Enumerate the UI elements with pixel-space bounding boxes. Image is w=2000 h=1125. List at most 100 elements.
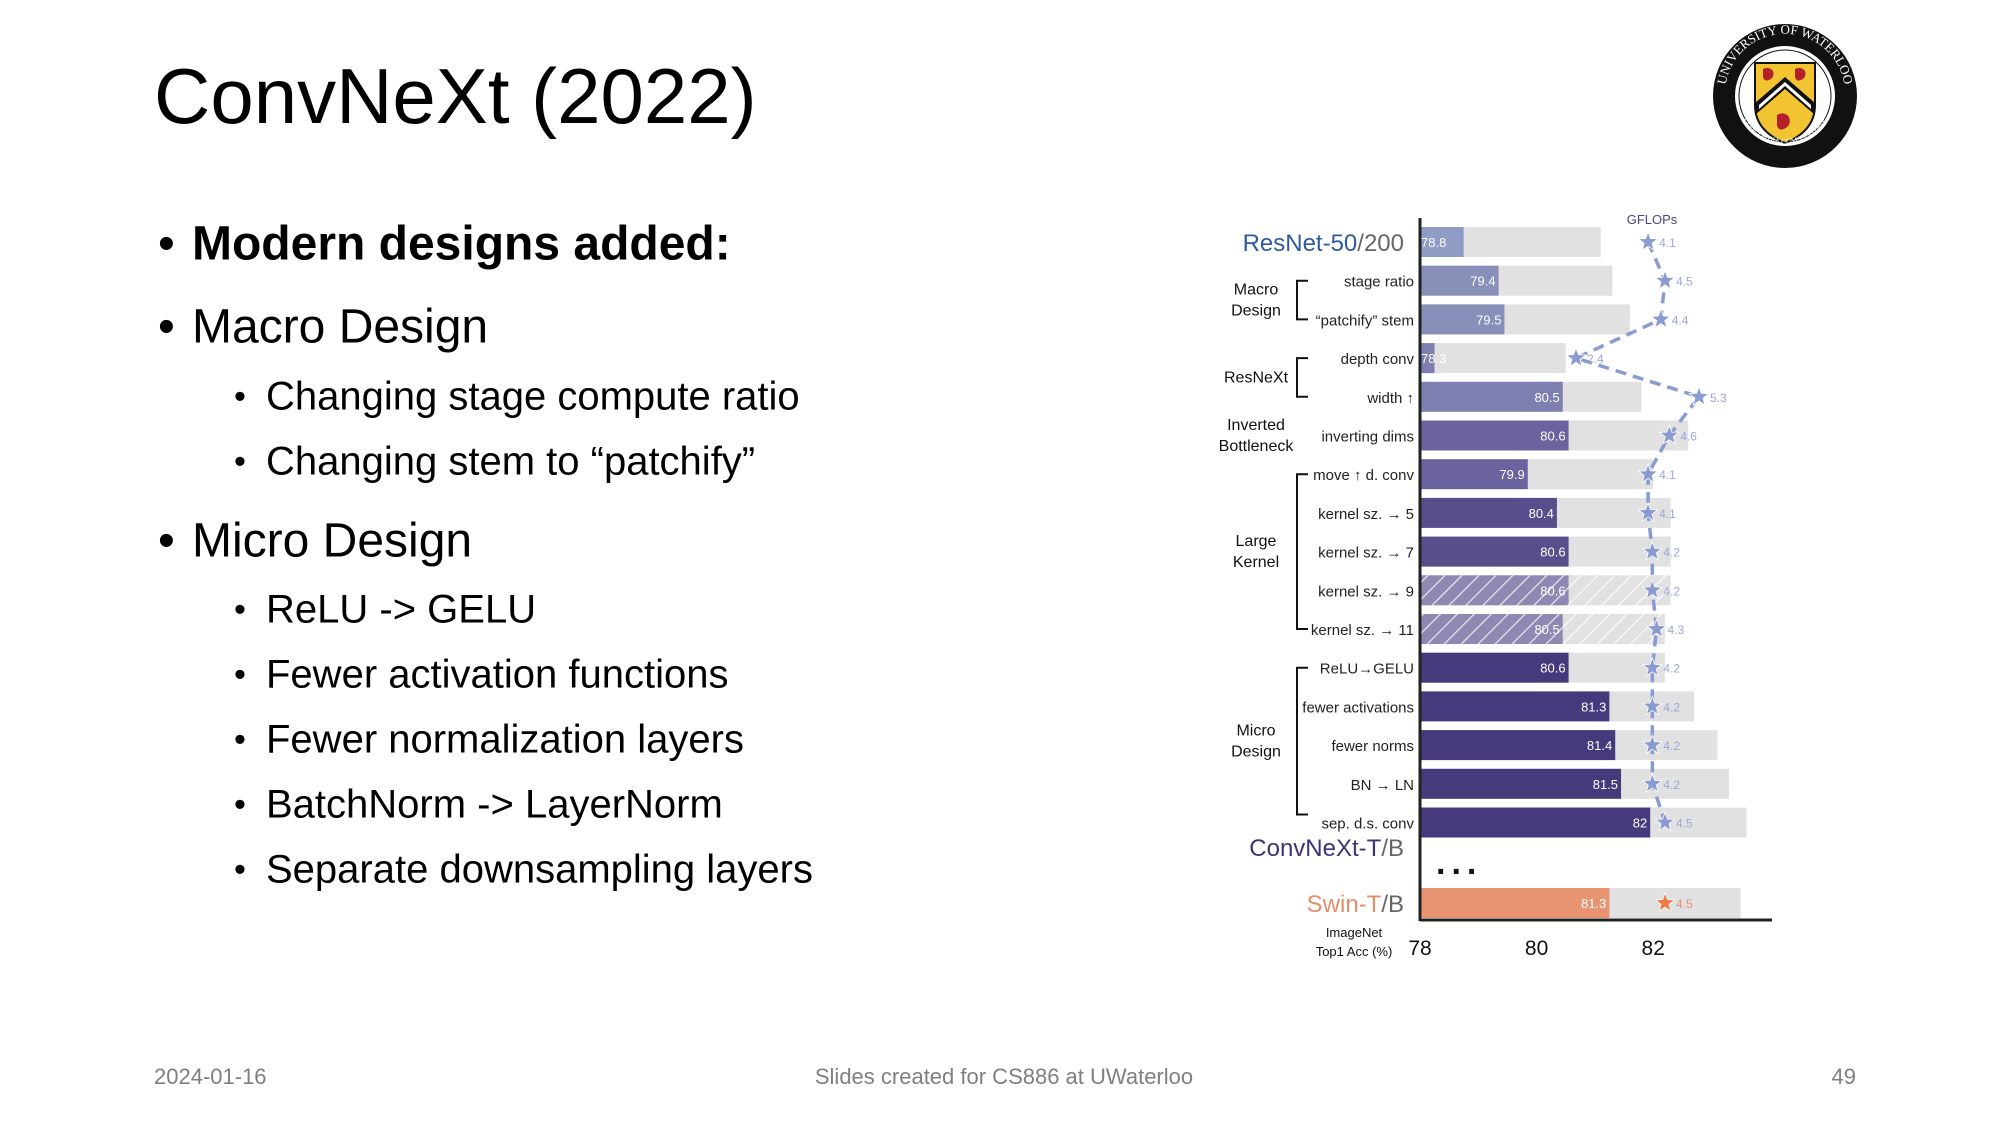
x-tick-label: 80 xyxy=(1525,937,1548,960)
accuracy-bar xyxy=(1420,381,1563,412)
group-label: ResNeXt xyxy=(1224,369,1289,386)
group-label: Bottleneck xyxy=(1219,438,1295,455)
row-label: stage ratio xyxy=(1344,274,1414,291)
group-bracket xyxy=(1296,473,1308,630)
model-label: ResNet-50/200 xyxy=(1243,230,1404,257)
model-suffix: /B xyxy=(1381,835,1404,862)
accuracy-bar xyxy=(1420,768,1622,799)
accuracy-bar xyxy=(1420,304,1505,335)
ellipsis: ... xyxy=(1436,844,1482,882)
x-axis-label: Top1 Acc (%) xyxy=(1316,944,1393,959)
accuracy-value-label: 78.3 xyxy=(1421,351,1446,366)
model-name: ResNet-50 xyxy=(1243,230,1358,257)
model-name: ConvNeXt-T xyxy=(1249,835,1381,862)
gflops-star-icon xyxy=(1654,269,1676,290)
gflops-value-label: 4.2 xyxy=(1663,700,1680,714)
row-label: width ↑ xyxy=(1366,390,1414,407)
gflops-value-label: 4.3 xyxy=(1668,623,1685,637)
gflops-value-label: 4.1 xyxy=(1659,236,1676,250)
accuracy-value-label: 82 xyxy=(1633,816,1647,831)
bullet-text: Fewer normalization layers xyxy=(266,717,744,762)
accuracy-bar-hatch xyxy=(1420,614,1563,644)
gflops-header: GFLOPs xyxy=(1627,212,1678,227)
bullet-dot: • xyxy=(234,590,246,629)
gflops-star-icon xyxy=(1641,733,1663,755)
x-axis-label: ImageNet xyxy=(1326,925,1383,940)
gflops-value-label: 2.4 xyxy=(1587,352,1604,366)
accuracy-bar xyxy=(1420,343,1435,374)
footer-caption: Slides created for CS886 at UWaterloo xyxy=(814,1064,1194,1089)
university-seal-logo: UNIVERSITY OF WATERLOO CONCORDIA CUM VER… xyxy=(1713,22,1857,168)
gflops-value-label: 4.2 xyxy=(1663,739,1680,753)
gflops-star-icon xyxy=(1641,540,1663,561)
group-label: Inverted xyxy=(1227,417,1285,434)
gflops-trend-line xyxy=(1571,241,1702,824)
row-label: depth conv xyxy=(1341,351,1415,368)
gflops-value-label: 4.2 xyxy=(1663,584,1680,598)
gflops-star-icon xyxy=(1637,463,1659,484)
accuracy-value-label: 79.5 xyxy=(1476,312,1501,327)
accuracy-value-label: 80.6 xyxy=(1540,583,1565,598)
row-label: fewer norms xyxy=(1331,738,1414,755)
accuracy-value-label: 79.9 xyxy=(1499,467,1524,482)
bullet-text: Macro Design xyxy=(192,300,489,354)
gflops-star-icon xyxy=(1645,617,1668,639)
bullet-dot: • xyxy=(234,850,246,889)
gflops-star-icon xyxy=(1565,346,1587,368)
gflops-star-icon xyxy=(1641,772,1663,793)
accuracy-bar xyxy=(1420,420,1569,451)
row-label: kernel sz. → 9 xyxy=(1318,583,1414,600)
model-name: Swin-T xyxy=(1307,891,1382,918)
bullet-dot: • xyxy=(234,720,246,759)
gflops-value-label: 4.5 xyxy=(1676,275,1693,289)
bullet-dot: • xyxy=(234,655,246,694)
group-bracket xyxy=(1296,357,1308,398)
accuracy-value-label: 81.3 xyxy=(1581,699,1606,714)
accuracy-value-label: 81.4 xyxy=(1587,738,1612,753)
gflops-value-label: 4.2 xyxy=(1663,778,1680,792)
group-bracket xyxy=(1296,279,1308,321)
gflops-value-label: 4.6 xyxy=(1680,430,1697,444)
gflops-star-icon xyxy=(1650,308,1672,329)
gflops-star-icon xyxy=(1641,656,1663,677)
row-label: kernel sz. → 5 xyxy=(1318,506,1414,523)
model-suffix: /B xyxy=(1381,891,1404,918)
slide-title: ConvNeXt (2022) xyxy=(154,52,757,140)
row-label: BN → LN xyxy=(1351,777,1414,794)
accuracy-bar xyxy=(1420,265,1499,296)
bullet-dot: • xyxy=(158,514,175,568)
row-label: kernel sz. → 7 xyxy=(1318,545,1414,562)
bullet-text: Micro Design xyxy=(192,514,473,568)
gflops-value-label: 4.1 xyxy=(1659,468,1676,482)
accuracy-bar xyxy=(1420,691,1610,722)
accuracy-bar-hatch xyxy=(1420,575,1569,606)
accuracy-bar xyxy=(1420,536,1569,567)
accuracy-bar xyxy=(1420,652,1569,683)
accuracy-value-label: 79.4 xyxy=(1470,274,1495,289)
row-label: sep. d.s. conv xyxy=(1321,816,1414,833)
accuracy-value-label: 81.5 xyxy=(1593,777,1618,792)
footer-date: 2024-01-16 xyxy=(154,1064,267,1089)
bullet-text: ReLU -> GELU xyxy=(266,587,537,632)
group-label: Design xyxy=(1231,744,1281,761)
bullet-dot: • xyxy=(158,217,175,271)
bullet-dot: • xyxy=(234,785,246,824)
accuracy-bar xyxy=(1420,459,1528,490)
gflops-value-label: 4.4 xyxy=(1672,313,1689,327)
accuracy-value-label: 81.3 xyxy=(1581,896,1606,911)
x-tick-label: 78 xyxy=(1408,937,1431,960)
gflops-value-label: 4.2 xyxy=(1663,546,1680,560)
accuracy-value-label: 80.5 xyxy=(1534,390,1559,405)
bullet-text: Changing stem to “patchify” xyxy=(266,439,756,484)
gflops-star-icon xyxy=(1654,811,1676,832)
group-label: Macro xyxy=(1234,282,1279,299)
footer-page-number: 49 xyxy=(1831,1064,1856,1089)
gflops-value-label: 4.5 xyxy=(1676,897,1693,911)
group-label: Large xyxy=(1236,533,1277,550)
bullet-dot: • xyxy=(234,377,246,416)
group-label: Micro xyxy=(1236,723,1275,740)
model-suffix: /200 xyxy=(1357,230,1404,257)
bullet-text: Changing stage compute ratio xyxy=(266,374,800,419)
